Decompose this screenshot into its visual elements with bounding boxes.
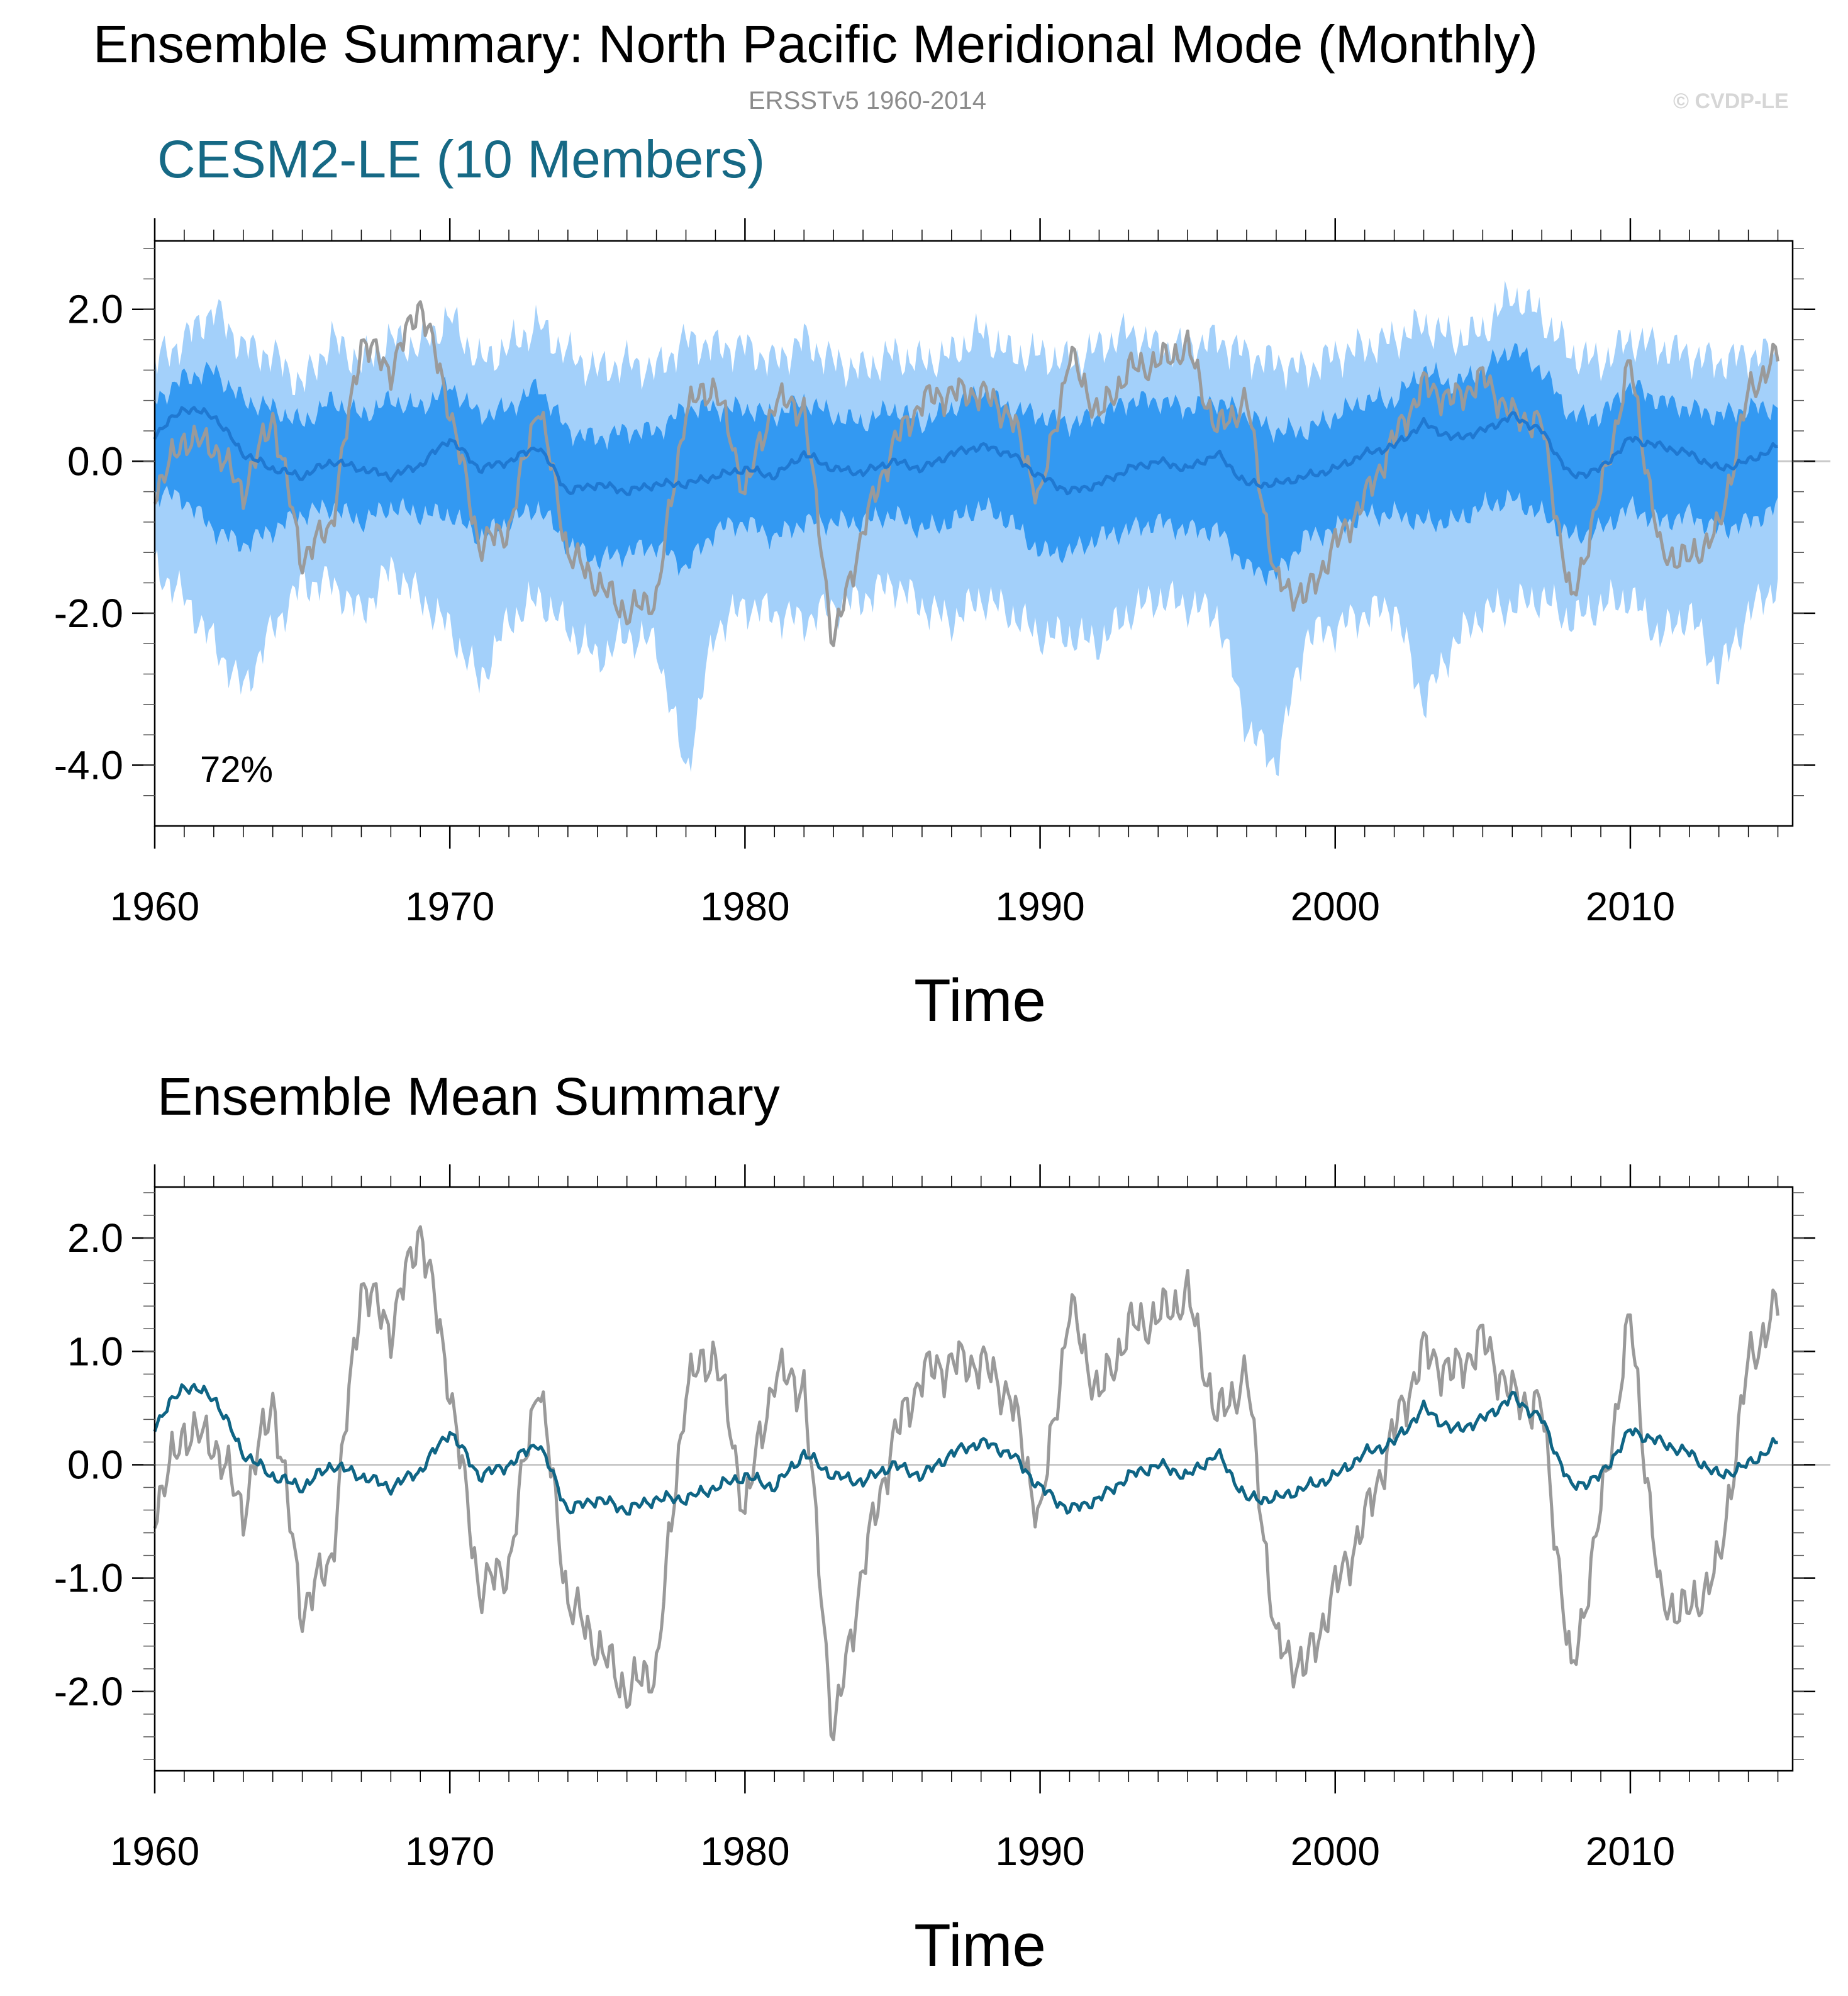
y-tick-label: 2.0 bbox=[67, 1215, 123, 1261]
bottom-panel: 2.0 1.0 0.0 -1.0 -2.0 1960 1970 1980 1990 2000 201… bbox=[54, 1164, 1830, 1979]
outer-spread-band bbox=[155, 280, 1778, 776]
x-tick-label: 1990 bbox=[995, 1829, 1084, 1874]
bottom-panel-title: Ensemble Mean Summary bbox=[157, 1067, 780, 1126]
plot-frame bbox=[153, 1186, 1794, 1772]
x-tick-label: 2000 bbox=[1291, 1829, 1380, 1874]
y-tick-label: 0.0 bbox=[67, 1442, 123, 1487]
x-axis-label: Time bbox=[914, 1912, 1046, 1979]
observed-line bbox=[153, 300, 1779, 647]
observed-line bbox=[153, 1225, 1779, 1742]
x-axis-label: Time bbox=[914, 967, 1046, 1034]
x-tick-label: 2010 bbox=[1586, 884, 1675, 929]
x-tick-label: 1980 bbox=[700, 884, 789, 929]
x-tick-label: 2010 bbox=[1586, 1829, 1675, 1874]
y-tick-label: -2.0 bbox=[54, 591, 123, 636]
y-tick-label: -4.0 bbox=[54, 742, 123, 788]
percent-annotation: 72% bbox=[200, 749, 274, 790]
plot-frame bbox=[153, 240, 1794, 827]
ensemble-mean-line bbox=[153, 406, 1778, 496]
subtitle: ERSSTv5 1960-2014 bbox=[749, 87, 987, 114]
x-tick-label: 1990 bbox=[995, 884, 1084, 929]
x-tick-label: 2000 bbox=[1291, 884, 1380, 929]
y-tick-label: -1.0 bbox=[54, 1556, 123, 1601]
x-tick-label: 1970 bbox=[405, 1829, 494, 1874]
top-panel-title: CESM2-LE (10 Members) bbox=[157, 130, 765, 189]
x-tick-label: 1980 bbox=[700, 1829, 789, 1874]
ensemble-mean-line bbox=[153, 1383, 1778, 1516]
x-tick-label: 1960 bbox=[110, 1829, 199, 1874]
copyright-label: © CVDP-LE bbox=[1673, 89, 1789, 113]
main-title: Ensemble Summary: North Pacific Meridion… bbox=[93, 14, 1538, 74]
x-tick-label: 1970 bbox=[405, 884, 494, 929]
y-tick-label: 2.0 bbox=[67, 287, 123, 332]
x-tick-label: 1960 bbox=[110, 884, 199, 929]
top-panel: 2.0 0.0 -2.0 -4.0 1960 1970 1980 1990 2000 2010 Ti… bbox=[54, 218, 1830, 1034]
y-tick-label: 0.0 bbox=[67, 438, 123, 484]
y-tick-label: -2.0 bbox=[54, 1669, 123, 1714]
y-tick-label: 1.0 bbox=[67, 1329, 123, 1374]
